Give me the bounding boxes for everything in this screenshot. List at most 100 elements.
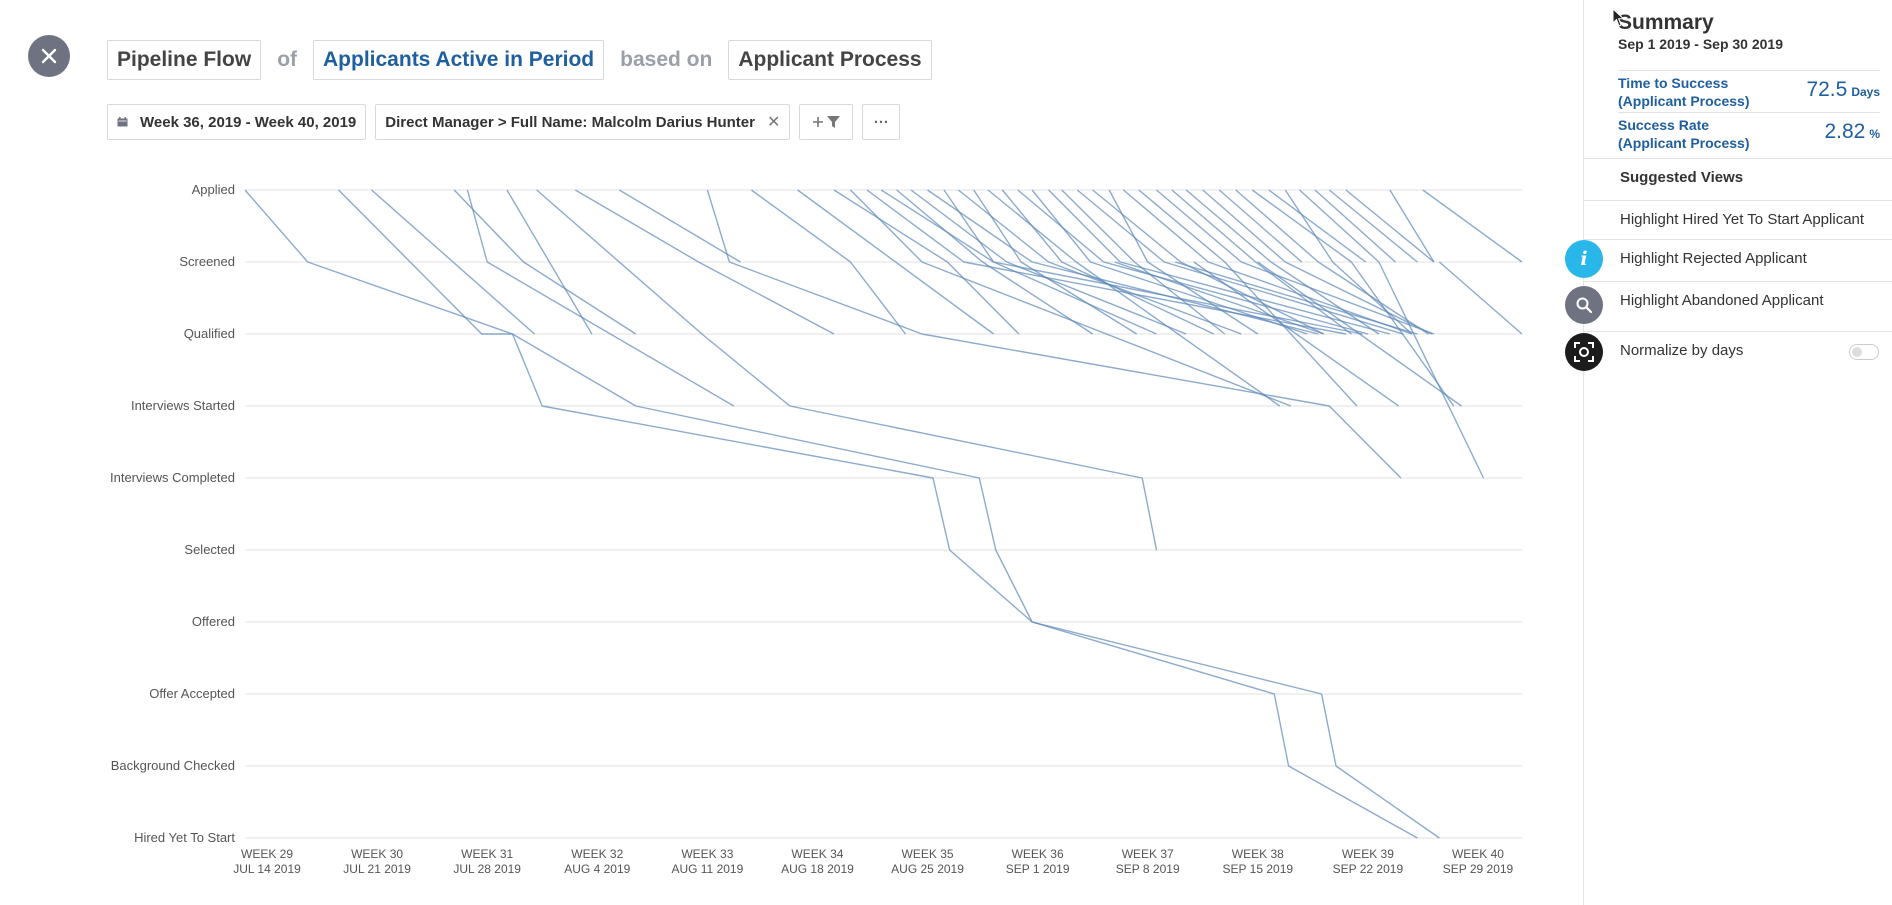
success-rate-value: 2.82% — [1824, 120, 1880, 143]
applicant-path-line[interactable] — [1138, 189, 1358, 407]
applicant-path-line[interactable] — [1048, 189, 1391, 335]
applicant-path-line[interactable] — [1218, 189, 1303, 263]
applicant-path-line[interactable] — [1202, 189, 1433, 335]
info-button[interactable]: i — [1565, 240, 1603, 278]
more-options-button[interactable]: ··· — [862, 104, 901, 140]
filter-bar: Week 36, 2019 - Week 40, 2019 Direct Man… — [107, 104, 909, 140]
close-icon — [41, 48, 57, 64]
applicant-path-line[interactable] — [1061, 189, 1226, 335]
applicant-path-line[interactable] — [1076, 189, 1404, 335]
applicant-path-line[interactable] — [943, 189, 1363, 335]
date-range-label: Week 36, 2019 - Week 40, 2019 — [140, 113, 357, 131]
info-icon: i — [1580, 248, 1588, 270]
applicant-path-line[interactable] — [1422, 189, 1523, 263]
snapshot-icon — [1574, 342, 1594, 362]
applicant-path-line[interactable] — [973, 189, 1138, 335]
x-tick-week: WEEK 30 — [351, 847, 403, 861]
stage-label: Hired Yet To Start — [134, 830, 235, 845]
applicant-path-line[interactable] — [1389, 189, 1435, 263]
x-tick-date: AUG 25 2019 — [891, 862, 964, 876]
stage-label: Offered — [192, 614, 235, 629]
suggested-view-abandoned[interactable]: Highlight Abandoned Applicant — [1584, 281, 1892, 320]
applicant-path-line[interactable] — [244, 189, 1418, 839]
x-tick-date: AUG 11 2019 — [671, 862, 743, 876]
applicant-path-line[interactable] — [833, 189, 1020, 335]
applicant-path-line[interactable] — [453, 189, 637, 335]
process-selector[interactable]: Applicant Process — [728, 40, 932, 80]
manager-filter-chip[interactable]: Direct Manager > Full Name: Malcolm Dari… — [375, 104, 791, 140]
x-tick-date: AUG 4 2019 — [564, 862, 630, 876]
applicant-paths — [244, 189, 1523, 839]
applicant-path-line[interactable] — [466, 189, 735, 407]
summary-title: Summary — [1618, 11, 1714, 34]
x-tick-week: WEEK 29 — [241, 847, 293, 861]
applicant-path-line[interactable] — [910, 189, 1187, 335]
add-filter-button[interactable] — [799, 104, 854, 140]
applicant-path-line[interactable] — [1314, 189, 1396, 263]
applicant-path-line[interactable] — [1114, 261, 1325, 335]
applicant-path-line[interactable] — [957, 189, 1242, 335]
suggested-view-hired[interactable]: Highlight Hired Yet To Start Applicant — [1584, 200, 1892, 239]
applicant-path-line[interactable] — [1345, 189, 1435, 263]
close-button[interactable] — [28, 35, 70, 77]
snapshot-button[interactable] — [1565, 333, 1603, 371]
applicant-path-line[interactable] — [1257, 261, 1462, 407]
applicant-path-line[interactable] — [866, 189, 1347, 335]
applicant-path-line[interactable] — [927, 189, 1319, 335]
applicant-path-line[interactable] — [850, 189, 1292, 407]
x-tick-date: JUL 21 2019 — [343, 862, 411, 876]
search-button[interactable] — [1565, 286, 1603, 324]
normalize-toggle[interactable] — [1849, 344, 1879, 360]
applicant-path-line[interactable] — [1284, 189, 1413, 335]
applicant-path-line[interactable] — [797, 189, 995, 335]
x-tick-week: WEEK 40 — [1452, 847, 1504, 861]
applicant-path-line[interactable] — [536, 189, 1158, 551]
calendar-icon — [117, 117, 128, 127]
applicant-path-line[interactable] — [1156, 189, 1435, 335]
normalize-label: Normalize by days — [1620, 342, 1744, 359]
applicant-path-line[interactable] — [1268, 189, 1367, 263]
x-tick-week: WEEK 39 — [1342, 847, 1394, 861]
suggested-view-rejected[interactable]: Highlight Rejected Applicant — [1584, 239, 1892, 278]
applicant-path-line[interactable] — [574, 189, 835, 335]
applicant-path-line[interactable] — [1438, 261, 1523, 335]
applicant-path-line[interactable] — [1001, 189, 1215, 335]
success-rate-label: Success Rate (Applicant Process) — [1618, 117, 1750, 151]
remove-filter-icon[interactable]: ✕ — [766, 114, 781, 131]
applicant-path-line[interactable] — [896, 189, 1094, 335]
applicant-path-line[interactable] — [1251, 189, 1455, 407]
x-tick-week: WEEK 34 — [791, 847, 843, 861]
x-tick-date: SEP 15 2019 — [1223, 862, 1294, 876]
applicant-path-line[interactable] — [987, 189, 1281, 407]
applicant-path-line[interactable] — [1328, 189, 1418, 263]
success-rate-metric[interactable]: Success Rate (Applicant Process) 2.82% — [1618, 112, 1880, 155]
stage-label: Offer Accepted — [149, 686, 235, 701]
applicant-path-line[interactable] — [1235, 189, 1429, 335]
applicant-path-line[interactable] — [1017, 189, 1369, 335]
applicant-path-line[interactable] — [750, 189, 907, 335]
applicant-path-line[interactable] — [338, 189, 1440, 839]
metric-selector[interactable]: Pipeline Flow — [107, 40, 262, 80]
applicant-path-line[interactable] — [1108, 189, 1259, 335]
applicant-path-line[interactable] — [1171, 189, 1352, 335]
x-tick-date: JUL 28 2019 — [453, 862, 521, 876]
plus-filter-icon — [813, 116, 841, 128]
applicant-path-line[interactable] — [706, 189, 1402, 479]
applicant-path-line[interactable] — [1193, 261, 1400, 407]
stage-label: Background Checked — [111, 758, 235, 773]
manager-filter-label: Direct Manager > Full Name: Malcolm Dari… — [385, 113, 755, 131]
population-selector[interactable]: Applicants Active in Period — [313, 40, 605, 80]
applicant-path-line[interactable] — [618, 189, 741, 263]
date-range-chip[interactable]: Week 36, 2019 - Week 40, 2019 — [107, 104, 367, 140]
applicant-path-line[interactable] — [371, 189, 535, 335]
applicant-path-line[interactable] — [1299, 189, 1485, 479]
applicant-path-line[interactable] — [506, 189, 593, 335]
x-tick-date: SEP 8 2019 — [1116, 862, 1180, 876]
pipeline-flow-chart: Applied Screened Qualified Interviews Start… — [110, 182, 1523, 876]
time-to-success-value: 72.5 Days — [1806, 78, 1880, 101]
applicant-path-line[interactable] — [1031, 189, 1308, 335]
applicant-path-line[interactable] — [1185, 189, 1380, 335]
applicant-path-line[interactable] — [1175, 261, 1418, 335]
time-to-success-metric[interactable]: Time to Success (Applicant Process) 72.5… — [1618, 70, 1880, 111]
x-tick-week: WEEK 37 — [1122, 847, 1174, 861]
